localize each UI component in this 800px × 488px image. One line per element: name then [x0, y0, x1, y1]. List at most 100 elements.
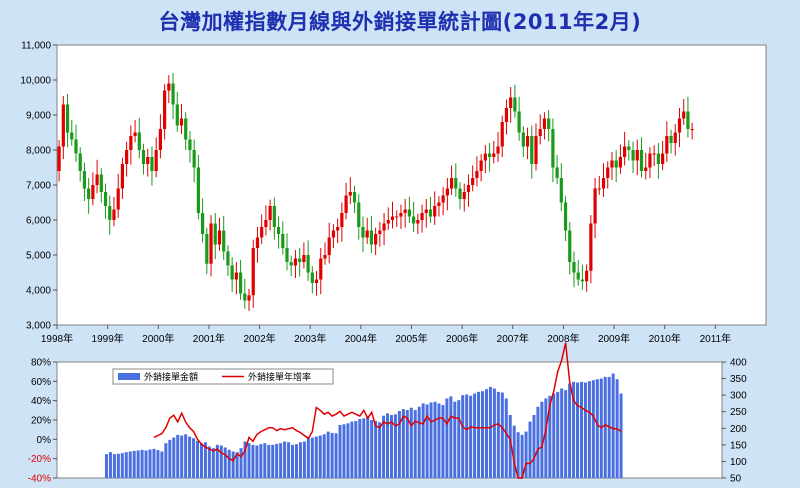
candle-body — [686, 111, 690, 129]
candle-body — [112, 209, 116, 220]
candle-body — [133, 132, 137, 136]
order-bar — [188, 436, 192, 478]
right-tick-label: 400 — [730, 358, 747, 369]
legend-label-bars: 外銷接單金額 — [144, 371, 198, 383]
order-bar — [156, 450, 160, 478]
order-bar — [461, 395, 465, 478]
candle-body — [192, 150, 196, 168]
order-bar — [425, 404, 429, 478]
right-tick-label: 250 — [730, 407, 747, 418]
order-bar — [465, 394, 469, 478]
x-tick-label: 2002年 — [243, 332, 275, 345]
candle-body — [238, 272, 243, 294]
candle-body — [87, 188, 91, 199]
order-bar — [437, 403, 441, 478]
candle-body — [428, 209, 433, 217]
candle-body — [563, 202, 568, 231]
candle-body — [445, 188, 449, 196]
candle-body — [125, 150, 129, 164]
order-bar — [144, 450, 148, 478]
order-bar — [560, 388, 564, 478]
order-bar — [433, 401, 437, 478]
x-tick-label: 1999年 — [92, 332, 124, 345]
candle-body — [319, 258, 323, 280]
order-bar — [520, 434, 524, 478]
y-tick-label: 7,000 — [26, 181, 51, 192]
candle-body — [534, 136, 538, 164]
left-tick-label: -20% — [28, 454, 51, 465]
candle-body — [209, 223, 213, 264]
candle-body — [137, 132, 141, 150]
order-bar — [488, 386, 492, 478]
order-bar — [120, 453, 124, 478]
left-tick-label: 80% — [31, 358, 51, 369]
order-bar — [116, 453, 120, 478]
candle-body — [433, 206, 437, 217]
order-bar — [512, 425, 516, 478]
candle-body — [471, 178, 475, 185]
y-tick-label: 6,000 — [26, 216, 51, 227]
order-bar — [591, 380, 595, 478]
candle-body — [378, 230, 382, 234]
order-bar — [473, 393, 477, 478]
candle-body — [179, 118, 184, 126]
order-bar — [413, 410, 417, 478]
order-bar — [516, 432, 520, 478]
candles — [57, 73, 694, 311]
growth-rate-line — [153, 342, 622, 479]
y-tick-label: 10,000 — [20, 76, 51, 87]
order-bar — [180, 435, 184, 478]
candle-body — [639, 150, 644, 171]
order-bar — [504, 398, 508, 478]
candle-body — [614, 160, 618, 168]
candle-body — [116, 188, 120, 210]
candle-body — [623, 146, 627, 157]
candle-body — [487, 153, 492, 157]
candle-body — [466, 185, 471, 192]
order-bar — [445, 398, 449, 478]
candle-body — [226, 251, 230, 266]
order-bar — [417, 406, 421, 478]
candle-body — [412, 216, 416, 224]
candle-body — [462, 192, 466, 199]
candle-body — [580, 279, 585, 282]
order-bar — [235, 452, 239, 478]
order-bar — [251, 444, 255, 478]
candle-body — [108, 206, 112, 220]
candle-body — [479, 160, 483, 171]
order-bar — [556, 391, 560, 478]
candle-body — [196, 167, 200, 213]
candle-body — [146, 157, 150, 164]
candle-body — [352, 192, 357, 203]
order-bar — [401, 409, 405, 478]
candle-body — [163, 90, 167, 129]
order-bar — [409, 407, 413, 478]
candle-body — [589, 223, 593, 271]
candle-body — [424, 209, 428, 213]
order-bar — [540, 401, 544, 478]
right-tick-label: 100 — [730, 457, 747, 468]
chart-title: 台灣加權指數月線與外銷接單統計圖(2011年2月) — [158, 10, 642, 34]
candle-body — [61, 104, 65, 147]
order-bar — [211, 448, 215, 478]
candle-body — [247, 295, 251, 301]
candle-body — [568, 230, 572, 262]
candle-body — [336, 227, 340, 231]
candle-body — [302, 255, 306, 262]
order-bar — [223, 447, 227, 478]
order-bar — [168, 439, 172, 478]
order-bar — [603, 376, 607, 478]
order-bar — [389, 415, 393, 478]
order-bar — [199, 443, 203, 478]
order-bar — [148, 449, 152, 478]
order-bar — [366, 416, 370, 478]
candle-body — [188, 139, 192, 150]
legend: 外銷接單金額 外銷接單年增率 — [112, 368, 334, 385]
candle-body — [74, 139, 78, 154]
candle-body — [551, 129, 555, 168]
right-tick-label: 200 — [730, 424, 747, 435]
candle-body — [386, 220, 390, 224]
order-bar — [564, 390, 568, 478]
candle-body — [205, 234, 209, 264]
candle-body — [281, 234, 285, 248]
